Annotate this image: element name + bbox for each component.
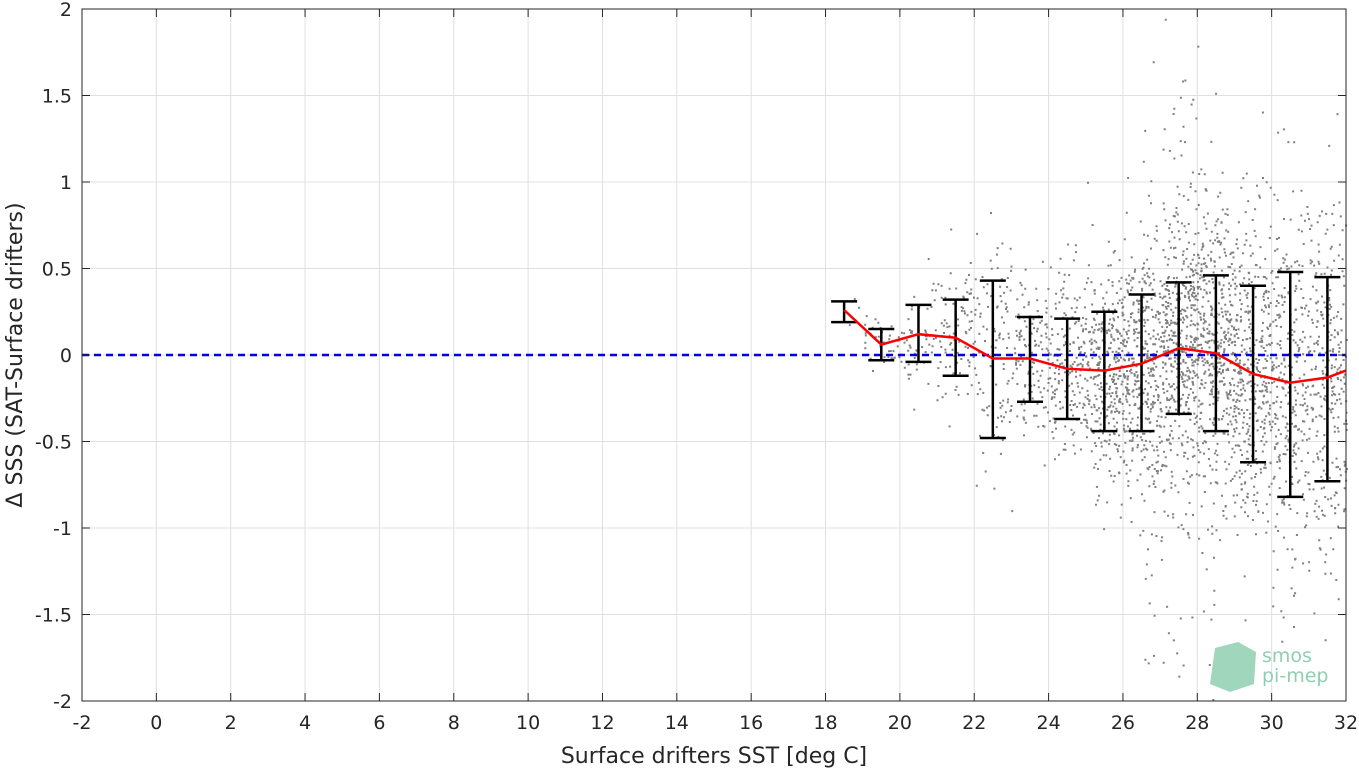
y-tick-label: 0.5 [42,259,72,281]
y-tick-label: 0 [60,345,72,367]
y-tick-label: -1.5 [35,605,72,627]
x-tick-label: 24 [1036,712,1060,734]
y-tick-label: -2 [53,691,72,713]
x-tick-label: 0 [150,712,162,734]
x-tick-label: 26 [1111,712,1135,734]
x-tick-label: 14 [665,712,689,734]
y-tick-label: -0.5 [35,432,72,454]
x-tick-label: 20 [888,712,912,734]
x-tick-label: 6 [373,712,385,734]
x-tick-label: 12 [590,712,614,734]
x-axis-ticks: -2 0 2 4 6 8 10 12 14 16 18 20 22 24 26 28 30 32 [73,9,1358,734]
logo-cube-icon [1210,642,1256,692]
x-tick-label: 28 [1185,712,1209,734]
y-tick-label: 1 [60,172,72,194]
logo-line2: pi-mep [1262,665,1328,687]
x-tick-label: 10 [516,712,540,734]
x-tick-label: 8 [448,712,460,734]
y-tick-label: 1.5 [42,86,72,108]
logo-line1: smos [1262,645,1312,667]
smos-pi-mep-logo: smos pi-mep [1210,642,1328,692]
mean-line [843,309,1347,384]
x-axis-label: Surface drifters SST [deg C] [561,744,867,769]
x-tick-label: 32 [1334,712,1358,734]
y-axis-ticks: -2 -1.5 -1 -0.5 0 0.5 1 1.5 2 [35,0,1346,713]
x-tick-label: 22 [962,712,986,734]
x-tick-label: 18 [813,712,837,734]
x-tick-label: 16 [739,712,763,734]
scatter-cloud [848,18,1348,701]
x-tick-label: 4 [299,712,311,734]
y-axis-label: Δ SSS (SAT-Surface drifters) [3,202,28,507]
x-tick-label: 30 [1260,712,1284,734]
y-tick-label: 2 [60,0,72,21]
scatter-points [848,18,1348,701]
error-bars [831,270,1341,499]
x-tick-label: 2 [225,712,237,734]
y-tick-label: -1 [53,518,72,540]
x-tick-label: -2 [73,712,92,734]
